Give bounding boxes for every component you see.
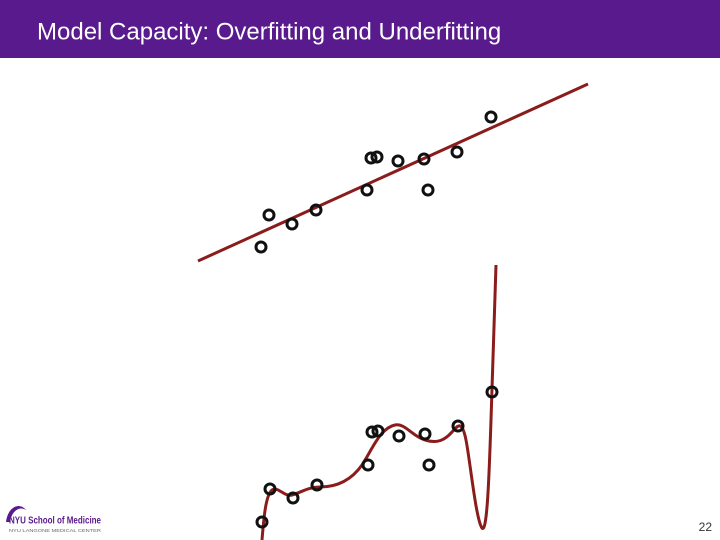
data-point — [309, 203, 323, 217]
logo-subtitle: NYU LANGONE MEDICAL CENTER — [9, 528, 102, 533]
data-point — [286, 491, 300, 505]
data-point — [365, 425, 379, 439]
data-point — [392, 429, 406, 443]
logo-name: NYU School of Medicine — [9, 516, 101, 527]
data-point — [417, 152, 431, 166]
data-point — [450, 145, 464, 159]
data-point — [262, 208, 276, 222]
linear-fit-plot — [197, 82, 589, 263]
logo-mark — [6, 506, 26, 522]
data-point — [391, 154, 405, 168]
data-point — [418, 427, 432, 441]
data-point — [364, 151, 378, 165]
page-number: 22 — [699, 520, 713, 534]
data-point — [361, 458, 375, 472]
data-point — [370, 150, 384, 164]
header-band — [0, 0, 720, 58]
data-point — [421, 183, 435, 197]
data-point — [254, 240, 268, 254]
data-point — [263, 482, 277, 496]
data-point — [360, 183, 374, 197]
data-point — [310, 478, 324, 492]
data-points — [255, 385, 499, 529]
data-point — [255, 515, 269, 529]
data-point — [422, 458, 436, 472]
data-point — [485, 385, 499, 399]
data-point — [484, 110, 498, 124]
logo: NYU School of Medicine NYU LANGONE MEDIC… — [6, 506, 102, 533]
data-points — [254, 110, 498, 254]
fit-line — [197, 82, 589, 263]
polynomial-fit-plot — [255, 264, 499, 540]
data-point — [371, 424, 385, 438]
data-point — [451, 419, 465, 433]
slide-title: Model Capacity: Overfitting and Underfit… — [37, 18, 501, 45]
data-point — [285, 217, 299, 231]
